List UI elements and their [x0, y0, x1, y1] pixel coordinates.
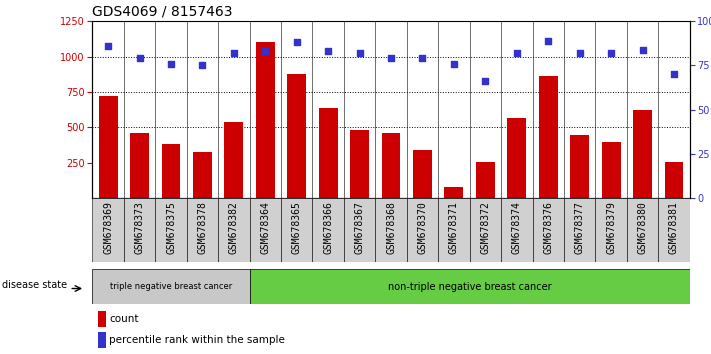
- Text: GSM678381: GSM678381: [669, 201, 679, 254]
- Text: GSM678376: GSM678376: [543, 201, 553, 254]
- Bar: [570, 135, 589, 198]
- Point: [511, 50, 523, 56]
- Bar: [92, 269, 250, 304]
- Bar: [413, 150, 432, 198]
- Point: [417, 56, 428, 61]
- Point: [102, 43, 114, 49]
- Bar: [124, 198, 155, 262]
- Bar: [665, 162, 683, 198]
- Point: [605, 50, 616, 56]
- Text: GSM678380: GSM678380: [638, 201, 648, 254]
- Bar: [281, 198, 312, 262]
- Bar: [564, 198, 595, 262]
- Text: GSM678371: GSM678371: [449, 201, 459, 254]
- Text: GSM678366: GSM678366: [324, 201, 333, 254]
- Point: [323, 48, 334, 54]
- Bar: [375, 198, 407, 262]
- Bar: [533, 198, 564, 262]
- Bar: [98, 332, 105, 348]
- Point: [574, 50, 585, 56]
- Point: [197, 63, 208, 68]
- Text: non-triple negative breast cancer: non-triple negative breast cancer: [387, 282, 552, 292]
- Bar: [539, 76, 557, 198]
- Point: [291, 40, 302, 45]
- Text: GSM678382: GSM678382: [229, 201, 239, 254]
- Bar: [351, 130, 369, 198]
- Bar: [92, 198, 124, 262]
- Text: GSM678378: GSM678378: [198, 201, 208, 254]
- Bar: [627, 198, 658, 262]
- Text: GSM678372: GSM678372: [481, 201, 491, 254]
- Text: GSM678375: GSM678375: [166, 201, 176, 254]
- Bar: [155, 198, 187, 262]
- Bar: [595, 198, 627, 262]
- Bar: [250, 198, 281, 262]
- Text: count: count: [109, 314, 139, 324]
- Bar: [312, 198, 344, 262]
- Point: [668, 72, 680, 77]
- Bar: [225, 122, 243, 198]
- Point: [260, 48, 271, 54]
- Bar: [319, 108, 338, 198]
- Bar: [470, 198, 501, 262]
- Text: GSM678367: GSM678367: [355, 201, 365, 254]
- Bar: [382, 133, 400, 198]
- Text: triple negative breast cancer: triple negative breast cancer: [110, 282, 232, 291]
- Bar: [161, 144, 181, 198]
- Bar: [256, 42, 274, 198]
- Text: disease state: disease state: [2, 280, 67, 290]
- Bar: [476, 162, 495, 198]
- Bar: [130, 133, 149, 198]
- Bar: [287, 74, 306, 198]
- Text: GSM678370: GSM678370: [417, 201, 427, 254]
- Text: GSM678373: GSM678373: [134, 201, 144, 254]
- Text: GSM678377: GSM678377: [574, 201, 584, 254]
- Text: GSM678364: GSM678364: [260, 201, 270, 254]
- Bar: [344, 198, 375, 262]
- Text: percentile rank within the sample: percentile rank within the sample: [109, 335, 285, 345]
- Bar: [438, 198, 470, 262]
- Point: [134, 56, 145, 61]
- Bar: [193, 152, 212, 198]
- Bar: [187, 198, 218, 262]
- Point: [385, 56, 397, 61]
- Text: GSM678368: GSM678368: [386, 201, 396, 254]
- Bar: [501, 198, 533, 262]
- Text: GSM678365: GSM678365: [292, 201, 301, 254]
- Bar: [658, 198, 690, 262]
- Text: GSM678369: GSM678369: [103, 201, 113, 254]
- Text: GSM678374: GSM678374: [512, 201, 522, 254]
- Bar: [98, 311, 105, 327]
- Point: [542, 38, 554, 44]
- Text: GDS4069 / 8157463: GDS4069 / 8157463: [92, 5, 233, 19]
- Bar: [444, 187, 464, 198]
- Bar: [508, 118, 526, 198]
- Point: [166, 61, 177, 67]
- Point: [354, 50, 365, 56]
- Bar: [633, 110, 652, 198]
- Bar: [602, 142, 621, 198]
- Bar: [407, 198, 438, 262]
- Point: [448, 61, 459, 67]
- Bar: [218, 198, 250, 262]
- Bar: [250, 269, 690, 304]
- Point: [228, 50, 240, 56]
- Point: [480, 79, 491, 84]
- Point: [637, 47, 648, 52]
- Bar: [99, 96, 117, 198]
- Text: GSM678379: GSM678379: [606, 201, 616, 254]
